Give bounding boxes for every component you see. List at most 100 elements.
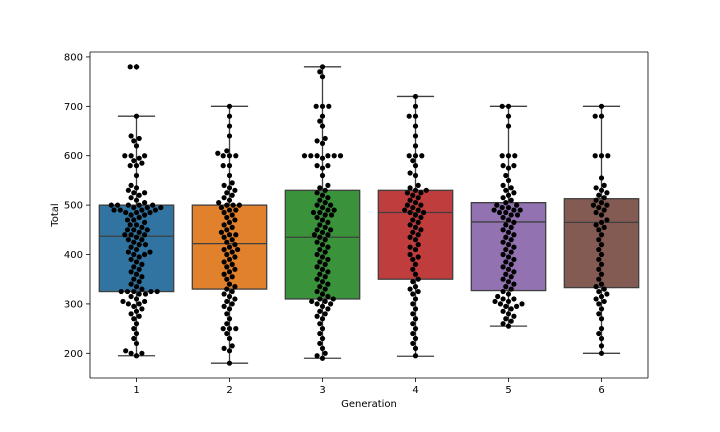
data-point-gen3-27 — [319, 279, 326, 285]
data-point-gen5-20 — [503, 284, 509, 290]
data-point-gen2-55 — [218, 204, 224, 211]
data-point-gen5-79 — [499, 103, 505, 109]
data-point-gen4-4 — [410, 330, 416, 337]
data-point-gen3-64 — [328, 202, 334, 208]
data-point-gen1-105 — [136, 135, 142, 142]
data-point-gen4-2 — [410, 340, 416, 347]
data-point-gen6-16 — [598, 281, 605, 287]
data-point-gen5-50 — [514, 212, 521, 218]
data-point-gen4-44 — [404, 202, 410, 208]
data-point-gen4-58 — [410, 158, 416, 164]
data-point-gen3-32 — [319, 266, 326, 272]
data-point-gen2-35 — [221, 246, 227, 253]
data-point-gen1-65 — [131, 217, 137, 223]
data-point-gen4-18 — [412, 271, 419, 277]
data-point-gen3-83 — [337, 153, 344, 159]
x-tick-label-6: 6 — [598, 385, 604, 396]
data-point-gen6-49 — [605, 153, 611, 159]
data-point-gen3-77 — [319, 155, 326, 161]
data-point-gen2-44 — [218, 229, 224, 235]
data-point-gen6-43 — [598, 187, 605, 193]
data-point-gen1-3 — [123, 348, 129, 354]
data-point-gen4-40 — [415, 207, 421, 213]
data-point-gen4-51 — [412, 187, 419, 193]
data-point-gen4-13 — [415, 288, 421, 295]
data-point-gen1-83 — [115, 202, 121, 208]
data-point-gen3-10 — [314, 313, 320, 319]
data-point-gen3-79 — [325, 153, 331, 159]
data-point-gen4-30 — [410, 229, 416, 235]
data-point-gen3-22 — [319, 291, 326, 297]
data-point-gen2-52 — [221, 209, 227, 216]
data-point-gen2-20 — [224, 286, 230, 292]
data-point-gen4-15 — [412, 284, 419, 290]
data-point-gen1-49 — [142, 242, 149, 248]
data-point-gen3-16 — [328, 301, 334, 307]
data-point-gen1-81 — [125, 202, 131, 208]
data-point-gen5-59 — [494, 202, 500, 208]
data-point-gen4-36 — [418, 214, 424, 221]
data-point-gen3-47 — [311, 232, 317, 238]
data-point-gen5-22 — [505, 279, 512, 285]
data-point-gen2-57 — [230, 202, 236, 208]
data-point-gen1-58 — [131, 227, 137, 233]
data-point-gen1-101 — [142, 153, 148, 159]
data-point-gen2-45 — [224, 227, 230, 233]
data-point-gen6-0 — [598, 350, 605, 356]
data-point-gen5-27 — [505, 266, 512, 272]
data-point-gen4-34 — [415, 219, 421, 226]
data-point-gen1-37 — [131, 264, 137, 270]
data-point-gen3-6 — [317, 330, 323, 337]
data-point-gen5-33 — [500, 251, 506, 258]
data-point-gen5-46 — [511, 219, 517, 226]
data-point-gen1-24 — [124, 288, 131, 295]
data-point-gen1-45 — [147, 249, 153, 255]
data-point-gen5-75 — [512, 153, 518, 159]
data-point-gen3-75 — [314, 163, 320, 169]
data-point-gen1-32 — [131, 276, 137, 282]
data-point-gen6-13 — [596, 288, 602, 295]
data-point-gen3-15 — [314, 301, 320, 307]
data-point-gen3-81 — [331, 153, 337, 159]
data-point-gen1-17 — [142, 298, 148, 305]
data-point-gen5-38 — [500, 239, 506, 245]
data-point-gen1-61 — [139, 224, 145, 230]
data-point-gen3-94 — [317, 69, 323, 75]
data-point-gen1-39 — [133, 259, 140, 265]
data-point-gen5-37 — [505, 242, 512, 248]
data-point-gen5-41 — [511, 232, 517, 238]
data-point-gen3-46 — [325, 232, 331, 238]
data-point-gen2-62 — [229, 192, 235, 198]
data-point-gen6-32 — [598, 212, 605, 218]
data-point-gen1-57 — [136, 229, 142, 235]
data-point-gen5-57 — [499, 204, 505, 211]
data-point-gen1-92 — [133, 185, 140, 191]
data-point-gen2-76 — [226, 133, 233, 139]
data-point-gen3-56 — [322, 212, 328, 218]
data-point-gen4-33 — [407, 222, 413, 228]
data-point-gen2-50 — [224, 214, 230, 221]
data-point-gen2-12 — [226, 306, 233, 312]
data-point-gen6-34 — [601, 207, 607, 213]
data-point-gen5-17 — [505, 291, 512, 297]
data-point-gen1-53 — [133, 234, 140, 240]
data-point-gen3-45 — [317, 234, 323, 240]
data-point-gen5-66 — [508, 185, 514, 191]
data-point-gen4-24 — [412, 246, 419, 253]
data-point-gen1-50 — [131, 239, 137, 245]
data-point-gen5-18 — [500, 288, 506, 295]
data-point-gen5-42 — [505, 229, 512, 235]
y-tick-label-200: 200 — [64, 349, 83, 360]
data-point-gen5-31 — [511, 256, 517, 263]
data-point-gen5-49 — [508, 212, 514, 218]
data-point-gen5-32 — [505, 254, 512, 260]
data-point-gen1-78 — [144, 204, 150, 211]
data-point-gen1-38 — [139, 261, 145, 267]
data-point-gen3-49 — [314, 227, 320, 233]
data-point-gen3-51 — [322, 224, 328, 230]
data-point-gen1-67 — [136, 214, 142, 221]
data-point-gen5-73 — [505, 153, 512, 159]
data-point-gen5-25 — [503, 271, 509, 277]
data-point-gen2-60 — [226, 197, 233, 203]
data-point-gen5-16 — [495, 293, 501, 300]
